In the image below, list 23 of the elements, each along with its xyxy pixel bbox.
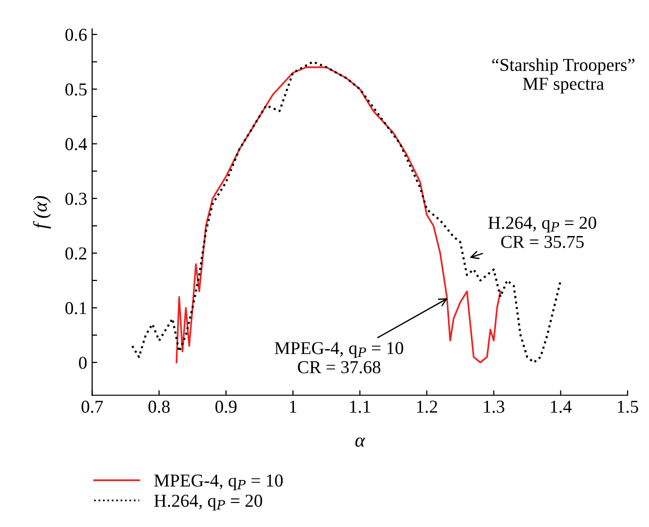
legend-label: H.264, q$_{P}$ = 20: [154, 494, 262, 511]
annotation: MPEG-4, q$_{P}$ = 10 CR = 37.68: [274, 342, 404, 374]
x-axis-title: α: [355, 437, 366, 447]
y-tick-label: 0.2: [65, 247, 86, 260]
y-tick-label: 0.5: [65, 83, 87, 96]
x-tick-label: 1.2: [417, 400, 438, 413]
x-tick-label: 1.3: [484, 400, 504, 413]
x-tick-label: 1: [290, 400, 296, 413]
x-tick-label: 1.4: [550, 400, 572, 413]
y-axis-title: f (α): [33, 196, 51, 229]
y-tick-label: 0.4: [65, 138, 88, 150]
y-tick-label: 0.1: [65, 302, 86, 314]
x-tick-label: 0.7: [82, 400, 103, 413]
y-tick-label: 0.3: [65, 192, 87, 205]
y-tick-label: 0: [78, 356, 87, 369]
x-tick-label: 0.9: [215, 400, 237, 413]
annotation: H.264, q$_{P}$ = 20 CR = 35.75: [488, 216, 596, 248]
x-tick-label: 1.1: [350, 400, 370, 413]
legend-label: MPEG-4, q$_{P}$ = 10: [154, 474, 283, 490]
x-tick-label: 0.8: [148, 400, 170, 413]
annotation: “Starship Troopers” MF spectra: [492, 58, 634, 94]
x-tick-label: 1.5: [618, 400, 638, 413]
y-tick-label: 0.6: [65, 28, 87, 41]
